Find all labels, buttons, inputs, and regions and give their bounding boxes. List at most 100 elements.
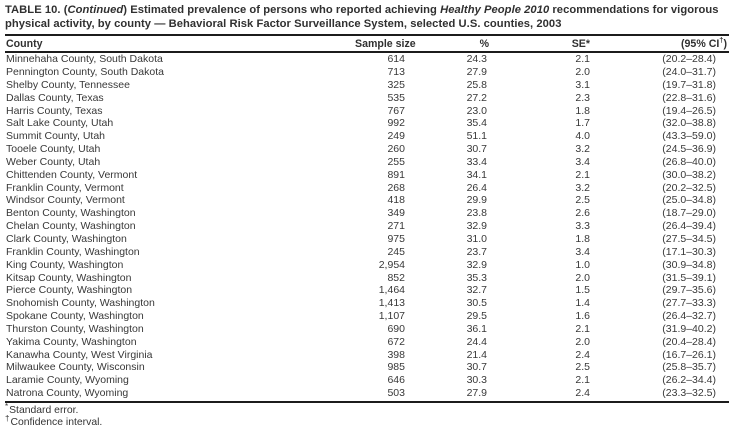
col-header-county: County bbox=[5, 34, 355, 54]
cell-sample-size: 614 bbox=[387, 53, 405, 66]
table-row: Natrona County, Wyoming 503 27.9 2.4 (23… bbox=[5, 387, 729, 403]
table-row: Pierce County, Washington 1,464 32.7 1.5… bbox=[5, 284, 729, 297]
title-segment: TABLE 10. ( bbox=[5, 4, 68, 16]
cell-sample-size: 260 bbox=[387, 143, 405, 156]
cell-sample-size: 975 bbox=[387, 233, 405, 245]
table-title: TABLE 10. (Continued) Estimated prevalen… bbox=[5, 4, 729, 31]
cell-percent: 27.9 bbox=[415, 387, 491, 403]
cell-county: Harris County, Texas bbox=[6, 104, 103, 117]
footnotes: *Standard error. †Confidence interval. bbox=[5, 401, 729, 430]
title-segment: recommendations for vigorous physical ac… bbox=[5, 4, 719, 30]
col-header-se: SE* bbox=[491, 34, 591, 54]
cell-percent: 32.7 bbox=[466, 284, 487, 297]
cell-sample-size: 268 bbox=[387, 181, 405, 194]
cell-county: Kanawha County, West Virginia bbox=[6, 348, 153, 361]
cell-se: 4.0 bbox=[575, 130, 590, 143]
footnote-text: Confidence interval. bbox=[10, 417, 103, 429]
cell-percent: 26.4 bbox=[466, 181, 487, 194]
cell-county: Milwaukee County, Wisconsin bbox=[6, 361, 145, 374]
prevalence-table: County Sample size % SE* (95% CI†) Minne… bbox=[5, 34, 729, 403]
cell-percent: 36.1 bbox=[466, 322, 487, 335]
cell-county: Franklin County, Washington bbox=[6, 245, 140, 258]
cell-sample-size: 2,954 bbox=[378, 258, 405, 271]
cell-percent: 27.2 bbox=[466, 91, 487, 104]
cell-se: 2.6 bbox=[575, 207, 590, 220]
cell-sample-size: 1,107 bbox=[378, 310, 405, 323]
cell-ci: (32.0–38.8) bbox=[662, 117, 716, 130]
cell-county: Shelby County, Tennessee bbox=[6, 78, 130, 91]
cell-sample-size: 249 bbox=[387, 130, 405, 143]
table-row: Kanawha County, West Virginia 398 21.4 2… bbox=[5, 349, 729, 362]
cell-county: Natrona County, Wyoming bbox=[5, 387, 355, 403]
cell-ci: (24.0–31.7) bbox=[662, 66, 716, 79]
cell-sample-size: 418 bbox=[387, 194, 405, 207]
cell-county: Dallas County, Texas bbox=[6, 91, 104, 104]
cell-county: Minnehaha County, South Dakota bbox=[6, 53, 163, 66]
cell-se: 1.0 bbox=[575, 258, 590, 271]
cell-percent: 23.0 bbox=[466, 104, 487, 117]
cell-sample-size: 503 bbox=[355, 387, 415, 403]
cell-ci: (25.0–34.8) bbox=[662, 194, 716, 207]
table-row: Snohomish County, Washington 1,413 30.5 … bbox=[5, 297, 729, 310]
cell-sample-size: 985 bbox=[387, 361, 405, 374]
title-segment: ) Estimated prevalence of persons who re… bbox=[123, 4, 441, 16]
cell-se: 2.1 bbox=[575, 168, 590, 181]
dagger-superscript: † bbox=[719, 35, 724, 45]
cell-percent: 21.4 bbox=[466, 348, 487, 361]
cell-ci: (27.5–34.5) bbox=[662, 233, 716, 245]
title-healthy-people-italic: Healthy People 2010 bbox=[440, 4, 550, 16]
cell-se: 2.1 bbox=[575, 374, 590, 387]
cell-sample-size: 271 bbox=[387, 220, 405, 233]
cell-county: Weber County, Utah bbox=[6, 155, 101, 168]
cell-percent: 30.5 bbox=[466, 297, 487, 310]
cell-ci: (26.2–34.4) bbox=[662, 374, 716, 387]
cell-ci: (43.3–59.0) bbox=[662, 130, 716, 143]
cell-se: 2.1 bbox=[575, 53, 590, 66]
cell-ci: (31.5–39.1) bbox=[662, 271, 716, 284]
cell-percent: 27.9 bbox=[466, 66, 487, 79]
cell-se: 2.3 bbox=[575, 91, 590, 104]
cell-percent: 30.3 bbox=[466, 374, 487, 387]
cell-county: Summit County, Utah bbox=[6, 130, 106, 143]
header-row: County Sample size % SE* (95% CI†) bbox=[5, 34, 729, 54]
cell-ci: (31.9–40.2) bbox=[662, 322, 716, 335]
cell-percent: 32.9 bbox=[466, 220, 487, 233]
cell-sample-size: 255 bbox=[387, 155, 405, 168]
cell-se: 2.0 bbox=[575, 271, 590, 284]
cell-se: 3.2 bbox=[575, 181, 590, 194]
cell-sample-size: 646 bbox=[387, 374, 405, 387]
cell-sample-size: 349 bbox=[387, 207, 405, 220]
table-row: Laramie County, Wyoming 646 30.3 2.1 (26… bbox=[5, 374, 729, 387]
cell-county: Thurston County, Washington bbox=[6, 322, 144, 335]
col-header-sample-size: Sample size bbox=[355, 34, 416, 54]
ci-header-close: ) bbox=[723, 37, 727, 50]
asterisk-marker: * bbox=[5, 401, 9, 411]
table-row: Thurston County, Washington 690 36.1 2.1… bbox=[5, 323, 729, 336]
cell-county: King County, Washington bbox=[6, 258, 124, 271]
cell-ci: (25.8–35.7) bbox=[662, 361, 716, 374]
dagger-marker: † bbox=[5, 413, 10, 423]
table-body: Minnehaha County, South Dakota 614 24.3 … bbox=[5, 52, 729, 403]
footnote-text: Standard error. bbox=[9, 404, 79, 416]
cell-percent: 24.4 bbox=[466, 335, 487, 348]
cell-sample-size: 1,413 bbox=[378, 297, 405, 310]
cell-sample-size: 672 bbox=[387, 335, 405, 348]
cell-county: Yakima County, Washington bbox=[6, 335, 137, 348]
cell-ci: (18.7–29.0) bbox=[662, 207, 716, 220]
col-header-percent: % bbox=[415, 34, 491, 54]
cell-sample-size: 535 bbox=[387, 91, 405, 104]
cell-percent: 51.1 bbox=[466, 130, 487, 143]
table-row: Franklin County, Vermont 268 26.4 3.2 (2… bbox=[5, 182, 729, 195]
cell-ci: (26.4–39.4) bbox=[662, 220, 716, 233]
cell-percent: 30.7 bbox=[466, 143, 487, 156]
cell-ci: (22.8–31.6) bbox=[662, 91, 716, 104]
table-row: Kitsap County, Washington 852 35.3 2.0 (… bbox=[5, 272, 729, 285]
cell-sample-size: 852 bbox=[387, 271, 405, 284]
cell-percent: 32.9 bbox=[466, 258, 487, 271]
cell-se: 1.4 bbox=[575, 297, 590, 310]
ci-header-text: (95% CI bbox=[681, 37, 720, 50]
cell-county: Chittenden County, Vermont bbox=[6, 168, 138, 181]
table-row: Clark County, Washington 975 31.0 1.8 (2… bbox=[5, 233, 729, 246]
cell-percent: 30.7 bbox=[466, 361, 487, 374]
cell-county: Benton County, Washington bbox=[6, 207, 136, 220]
